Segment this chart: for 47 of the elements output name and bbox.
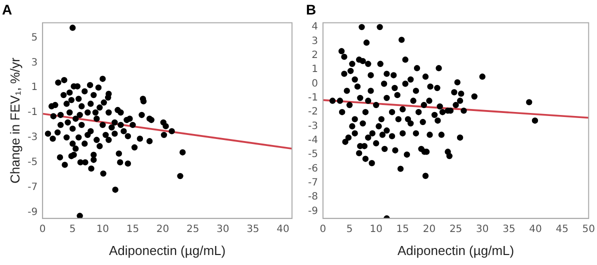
y-tick-label: 3 [312, 36, 318, 47]
y-tick-label: 2 [312, 50, 318, 61]
x-tick-label: 20 [422, 224, 436, 235]
x-tick-label: 40 [276, 224, 290, 235]
x-tick-label: 10 [96, 224, 110, 235]
x-tick-label: 35 [502, 224, 516, 235]
x-tick-label: 50 [582, 224, 596, 235]
x-tick-label: 15 [126, 224, 140, 235]
y-tick-label: -4 [308, 135, 318, 146]
x-tick-label: 20 [156, 224, 170, 235]
y-tick-label: -3 [28, 132, 38, 144]
y-tick-label: -2 [308, 106, 318, 118]
y-axis-title: Change in FEV₁, %/yr [7, 57, 22, 184]
y-tick-label: -5 [28, 156, 38, 168]
y-tick-label: 3 [31, 57, 38, 68]
y-tick-label: -8 [308, 192, 318, 203]
x-axis-title: Adiponectin (µg/mL) [108, 242, 226, 258]
y-tick-label: -1 [28, 107, 38, 118]
x-tick-label: 5 [69, 224, 76, 235]
x-tick-label: 15 [396, 224, 410, 235]
y-tick-label: -6 [308, 163, 318, 174]
y-tick-label: -1 [308, 92, 318, 104]
x-axis-title: Adiponectin (µg/mL) [398, 242, 514, 258]
y-tick-label: -9 [28, 206, 38, 218]
x-tick-label: 0 [39, 224, 46, 235]
x-tick-label: 5 [346, 224, 353, 235]
y-tick-label: -7 [28, 182, 38, 193]
chart-title: A [2, 1, 12, 18]
x-tick-label: 0 [320, 224, 326, 235]
x-tick-label: 35 [246, 224, 260, 235]
y-tick-label: 0 [312, 78, 318, 90]
x-tick-label: 30 [216, 224, 230, 235]
x-tick-label: 25 [449, 224, 462, 235]
y-tick-label: 1 [312, 64, 318, 76]
x-tick-label: 30 [476, 224, 489, 235]
y-tick-label: -9 [308, 206, 318, 217]
y-tick-label: 5 [31, 32, 38, 44]
y-tick-label: -3 [308, 120, 318, 132]
x-tick-label: 40 [529, 224, 542, 235]
x-tick-label: 25 [186, 224, 200, 235]
x-tick-label: 45 [556, 224, 568, 235]
x-tick-label: 10 [370, 224, 382, 235]
y-tick-label: -7 [308, 178, 318, 189]
y-tick-label: -5 [308, 149, 318, 160]
chart-title: B [306, 1, 316, 18]
y-tick-label: 4 [312, 22, 318, 33]
y-tick-label: 1 [31, 82, 38, 94]
